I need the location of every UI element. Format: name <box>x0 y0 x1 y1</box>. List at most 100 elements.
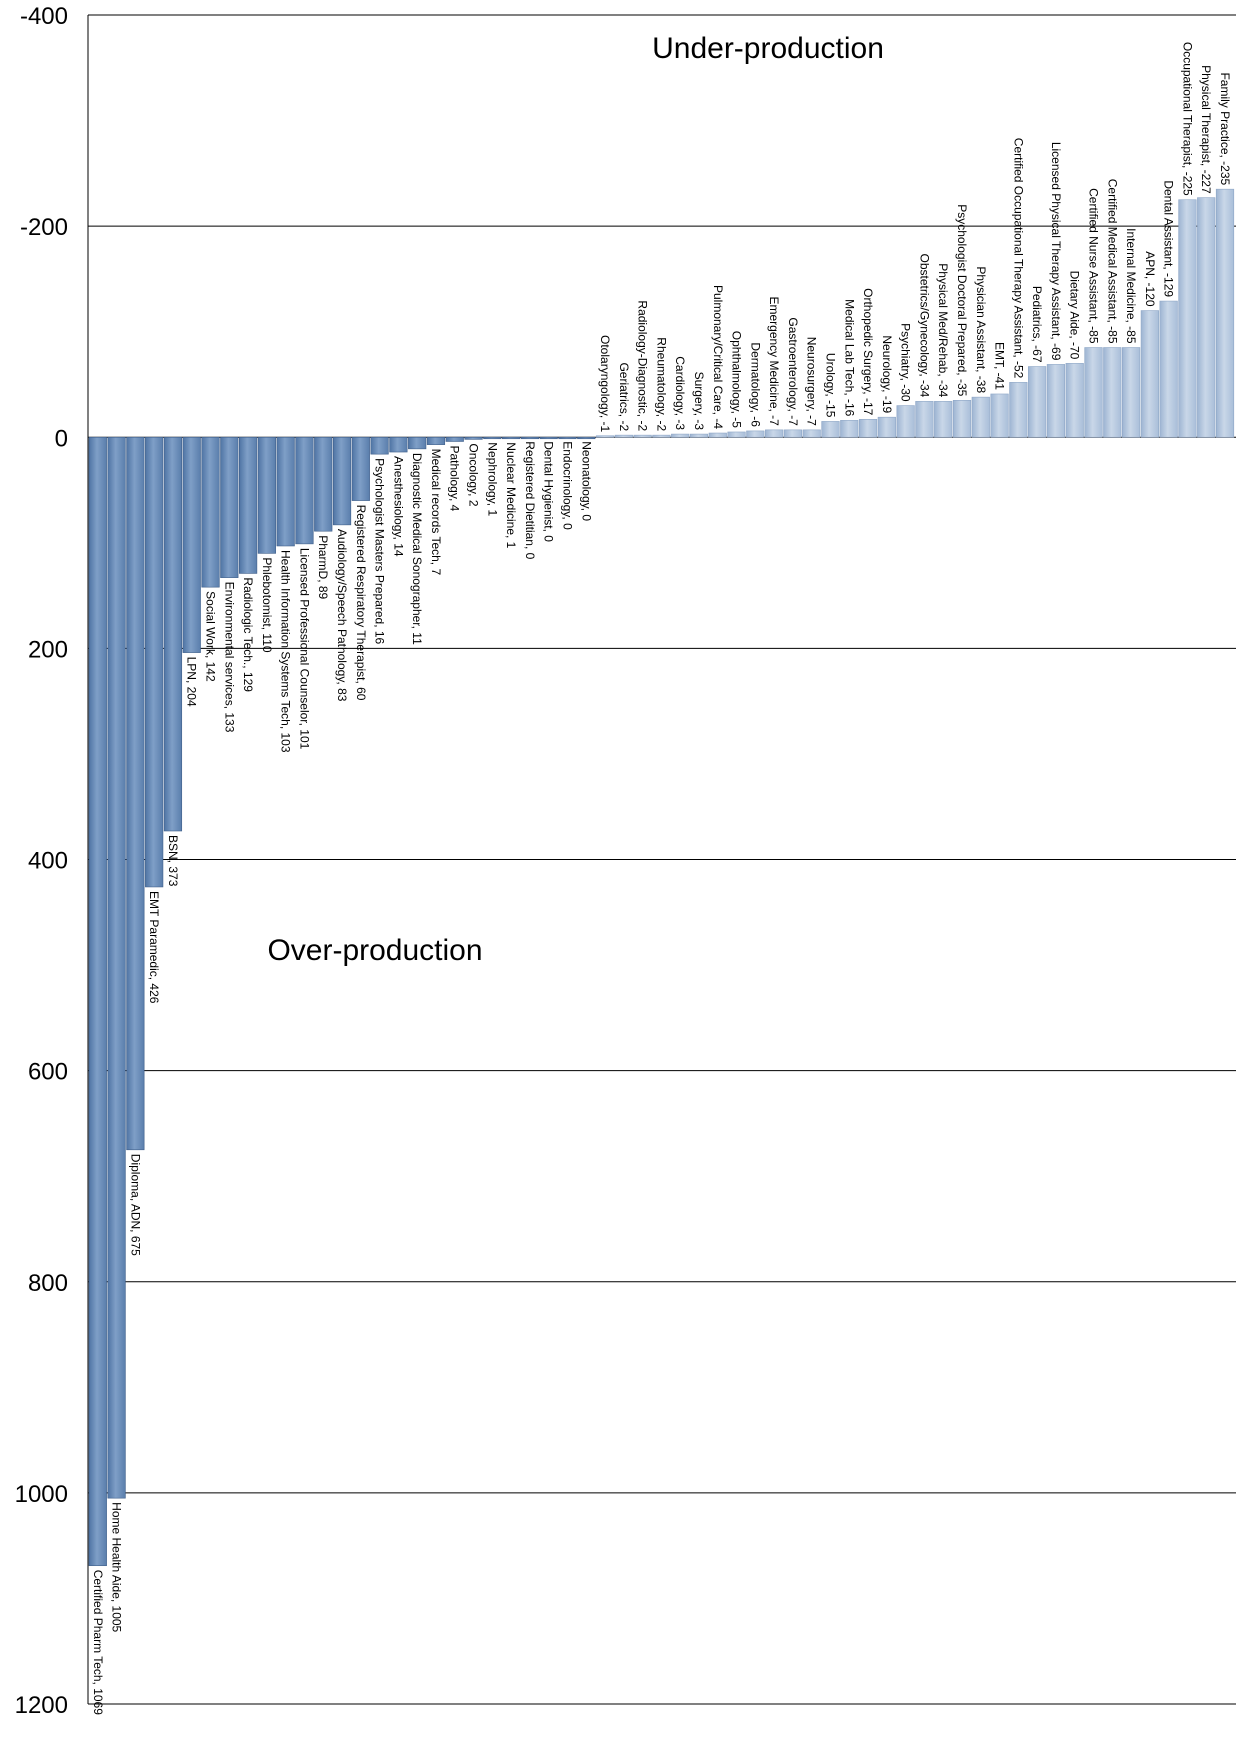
bar-label: Neonatology, 0 <box>579 441 593 521</box>
bar <box>1140 310 1159 438</box>
bar-label: APN, -120 <box>1143 251 1157 307</box>
bar <box>633 434 652 438</box>
bar-label: LPN, 204 <box>185 657 199 707</box>
bar <box>783 429 802 438</box>
bar <box>126 436 145 1151</box>
bar-label: Certified Nurse Assistant, -85 <box>1087 188 1101 344</box>
bar <box>840 420 859 438</box>
bar-label: Health Information Systems Tech, 103 <box>279 550 293 753</box>
bar-label: Nephrology, 1 <box>485 442 499 516</box>
bar <box>445 436 464 442</box>
bar <box>314 436 333 532</box>
bar-label: Environmental services, 133 <box>222 582 236 733</box>
bar-label: Rheumatology, -2 <box>654 337 668 431</box>
y-tick-label: 200 <box>28 636 68 663</box>
bar-label: Pulmonary/Critical Care, -4 <box>711 285 725 429</box>
bar-label: Certified Pharm Tech, 1069 <box>91 1570 105 1716</box>
bar <box>765 429 784 438</box>
bar-label: Psychologist Doctoral Prepared, -35 <box>955 204 969 396</box>
bar <box>408 436 427 450</box>
bar-label: Oncology, 2 <box>467 443 481 506</box>
bar <box>163 436 183 832</box>
bar-label: PharmD, 89 <box>316 535 330 599</box>
bar-label: Internal Medicine, -85 <box>1124 228 1138 344</box>
bar-label: Registered Respiratory Therapist, 60 <box>354 505 368 701</box>
bar <box>389 436 408 453</box>
bar-label: Certified Medical Assistant, -85 <box>1105 179 1119 344</box>
y-tick-label: 1200 <box>15 1692 68 1719</box>
bar-label: EMT Paramedic, 426 <box>147 891 161 1004</box>
bar-label: Nuclear Medicine, 1 <box>504 442 518 548</box>
bar <box>558 436 577 440</box>
bar-label: Dental Assistant, -129 <box>1162 180 1176 297</box>
bar <box>577 436 596 440</box>
bar-label: Emergency Medicine, -7 <box>767 296 781 426</box>
bar <box>107 436 126 1499</box>
bar-label: Radiology-Diagnostic, -2 <box>636 300 650 431</box>
bar-label: Neurology, -19 <box>880 335 894 413</box>
bar <box>351 436 370 501</box>
bar <box>483 436 502 440</box>
bar <box>520 436 539 440</box>
bar-label: Physical Med/Rehab, -34 <box>936 263 950 397</box>
bar <box>708 432 727 438</box>
bar-label: Pediatrics, -67 <box>1030 286 1044 363</box>
bar <box>276 436 295 547</box>
bar <box>539 436 558 440</box>
y-tick-label: 600 <box>28 1059 68 1086</box>
bar <box>952 399 972 438</box>
bar-label: Diploma, ADN, 675 <box>128 1154 142 1256</box>
y-tick-label: -200 <box>20 214 68 241</box>
y-tick-label: 0 <box>55 425 68 452</box>
bar-label: Audiology/Speech Pathology, 83 <box>335 529 349 702</box>
bar-label: Surgery, -3 <box>692 372 706 431</box>
bar-label: Urology, -15 <box>823 353 837 418</box>
bar-label: Gastroenterology, -7 <box>786 317 800 426</box>
bar <box>239 436 258 574</box>
y-tick-label: -400 <box>20 3 68 30</box>
bar-label: Geriatrics, -2 <box>617 362 631 431</box>
bar <box>896 405 915 438</box>
bar <box>671 433 690 438</box>
bar <box>614 434 633 438</box>
bar-label: Cardiology, -3 <box>673 356 687 430</box>
bar-label: Licensed Physical Therapy Assistant, -69 <box>1049 142 1063 361</box>
bar <box>1178 199 1197 438</box>
bar <box>1215 188 1235 438</box>
bar-label: Dietary Aide, -70 <box>1068 271 1082 360</box>
bar <box>595 435 615 438</box>
y-tick-label: 1000 <box>15 1481 68 1508</box>
bar <box>934 401 953 438</box>
bar <box>689 433 709 438</box>
bar <box>821 421 840 438</box>
bar <box>502 436 521 440</box>
bar <box>1121 347 1141 438</box>
bar <box>746 430 765 438</box>
bar <box>971 396 990 438</box>
bar-label: Phlebotomist, 110 <box>260 557 274 652</box>
annotation-under-production: Under-production <box>652 32 884 65</box>
bar <box>858 418 878 438</box>
bar-label: Orthopedic Surgery, -17 <box>861 288 875 415</box>
bar-label: Physical Therapist, -227 <box>1199 65 1213 194</box>
bar <box>727 431 746 438</box>
bar <box>802 429 821 438</box>
bar-label: BSN, 373 <box>166 835 180 887</box>
bar-label: Home Health Aide, 1005 <box>110 1502 124 1632</box>
bar <box>145 436 164 888</box>
bar <box>88 436 107 1567</box>
bar <box>652 434 671 438</box>
bar <box>915 401 934 438</box>
bar <box>1103 347 1122 438</box>
bar-label: Licensed Professional Counselor, 101 <box>297 548 311 750</box>
bar <box>877 416 896 438</box>
bar-label: EMT, -41 <box>993 342 1007 390</box>
bar-label: Social Work, 142 <box>204 591 218 682</box>
bar-label: Occupational Therapist, -225 <box>1180 42 1194 196</box>
bar <box>464 436 483 440</box>
bar <box>370 436 389 455</box>
bar-label: Neurosurgery, -7 <box>805 337 819 426</box>
bar <box>1159 300 1178 438</box>
bar <box>1065 363 1084 438</box>
